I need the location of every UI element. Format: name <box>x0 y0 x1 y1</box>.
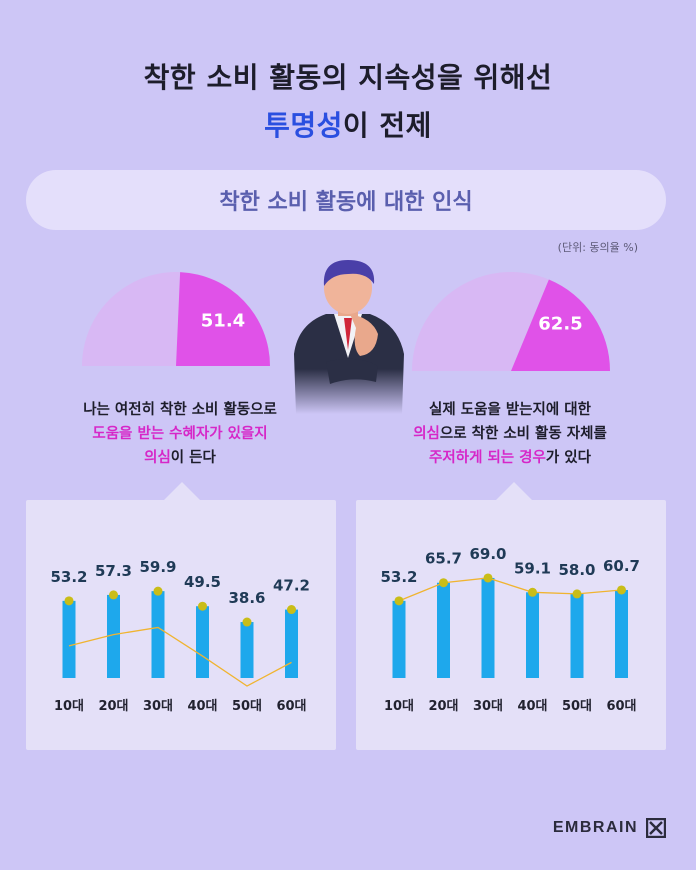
bar <box>285 609 298 678</box>
category-label: 20대 <box>428 699 458 714</box>
bar-top-dot <box>287 605 296 615</box>
bar <box>526 592 539 678</box>
bar-value-label: 58.0 <box>558 561 595 579</box>
bar-top-dot <box>572 589 582 599</box>
bar <box>437 582 450 678</box>
logo-mark-icon <box>646 818 666 838</box>
right-caption: 실제 도움을 받는지에 대한 의심으로 착한 소비 활동 자체를 주저하게 되는… <box>370 398 650 470</box>
left-caption-line3: 의심이 든다 <box>40 446 320 470</box>
category-label: 40대 <box>187 699 217 714</box>
thinking-person-illustration <box>294 260 404 414</box>
logo-text: EMBRAIN <box>552 819 638 836</box>
right-caption-rest2: 가 있다 <box>545 450 591 466</box>
left-semicircle-chart: 51.4 <box>82 272 270 366</box>
right-bar-card: 53.2 10대 65.7 20대 69.0 30대 59.1 40대 58.0 50대 60.7 6… <box>356 500 666 750</box>
bar <box>481 577 495 678</box>
gauge-value-slice <box>511 279 610 371</box>
bar-value-label: 53.2 <box>380 568 417 586</box>
bar-value-label: 47.2 <box>273 577 310 595</box>
left-caption-highlight: 의심 <box>144 450 171 466</box>
right-caption-rest1: 으로 착한 소비 활동 자체를 <box>439 426 607 442</box>
bar-top-dot <box>153 586 163 596</box>
category-label: 60대 <box>606 699 636 714</box>
bar <box>615 589 628 678</box>
category-label: 50대 <box>232 699 262 714</box>
bar-value-label: 53.2 <box>50 568 87 586</box>
left-card-pointer <box>163 482 201 501</box>
subtitle: 착한 소비 활동에 대한 인식 <box>219 190 473 215</box>
bar <box>107 594 120 678</box>
gauge-value-label: 62.5 <box>538 313 582 334</box>
category-label: 30대 <box>143 699 173 714</box>
bar-value-label: 38.6 <box>228 589 265 607</box>
category-label: 30대 <box>473 699 503 714</box>
gauge-value-slice <box>176 272 270 366</box>
right-caption-highlight2: 주저하게 되는 경우 <box>429 450 546 466</box>
main-title-line1: 착한 소비 활동의 지속성을 위해선 <box>143 61 553 94</box>
bar <box>570 593 584 678</box>
title-accent: 투명성 <box>264 109 343 142</box>
bar <box>240 622 254 678</box>
category-label: 10대 <box>384 699 414 714</box>
bar-value-label: 59.9 <box>139 558 176 576</box>
embrain-logo: EMBRAIN <box>553 818 666 838</box>
bar-value-label: 69.0 <box>469 545 506 563</box>
left-caption-line2: 도움을 받는 수혜자가 있을지 <box>92 426 268 442</box>
bar <box>151 591 165 678</box>
bar-top-dot <box>198 601 207 611</box>
bar-value-label: 57.3 <box>95 562 132 580</box>
gauge-value-label: 51.4 <box>201 311 245 332</box>
bar-top-dot <box>64 596 74 606</box>
unit-label: (단위: 동의율 %) <box>557 241 638 254</box>
category-label: 20대 <box>98 699 128 714</box>
right-bar-chart: 53.2 10대 65.7 20대 69.0 30대 59.1 40대 58.0 50대 60.7 6… <box>380 545 640 714</box>
left-caption: 나는 여전히 착한 소비 활동으로 도움을 받는 수혜자가 있을지 의심이 든다 <box>40 398 320 470</box>
trend-line <box>398 577 622 602</box>
right-semicircle-chart: 62.5 <box>412 272 610 371</box>
trend-line <box>68 626 292 687</box>
bar-top-dot <box>483 573 493 583</box>
bar-value-label: 49.5 <box>184 573 221 591</box>
left-bar-card: 53.2 10대 57.3 20대 59.9 30대 49.5 40대 38.6 50대 47.2 6… <box>26 500 336 750</box>
bar <box>196 606 209 678</box>
bar <box>392 600 406 678</box>
title-rest: 이 전제 <box>342 109 432 142</box>
right-caption-line1: 실제 도움을 받는지에 대한 <box>429 402 591 418</box>
bar-value-label: 59.1 <box>514 559 551 577</box>
right-card-pointer <box>495 482 533 501</box>
left-caption-rest: 이 든다 <box>170 450 216 466</box>
bar-top-dot <box>439 578 448 588</box>
bar-top-dot <box>528 587 537 597</box>
category-label: 40대 <box>517 699 547 714</box>
right-caption-line3: 주저하게 되는 경우가 있다 <box>370 446 650 470</box>
left-bar-chart: 53.2 10대 57.3 20대 59.9 30대 49.5 40대 38.6 50대 47.2 6… <box>50 558 310 714</box>
bar-top-dot <box>242 617 252 627</box>
bar <box>62 600 76 678</box>
main-title-line2: 투명성이 전제 <box>0 104 696 144</box>
bar-value-label: 65.7 <box>425 550 462 568</box>
category-label: 50대 <box>562 699 592 714</box>
left-caption-line1: 나는 여전히 착한 소비 활동으로 <box>83 402 277 418</box>
category-label: 10대 <box>54 699 84 714</box>
bar-value-label: 60.7 <box>603 557 640 575</box>
bar-top-dot <box>109 590 118 600</box>
bar-top-dot <box>394 596 404 606</box>
right-caption-highlight1: 의심 <box>413 426 440 442</box>
category-label: 60대 <box>276 699 306 714</box>
right-caption-line2: 의심으로 착한 소비 활동 자체를 <box>370 422 650 446</box>
subtitle-pill: 착한 소비 활동에 대한 인식 <box>26 170 666 230</box>
bar-top-dot <box>617 585 626 595</box>
